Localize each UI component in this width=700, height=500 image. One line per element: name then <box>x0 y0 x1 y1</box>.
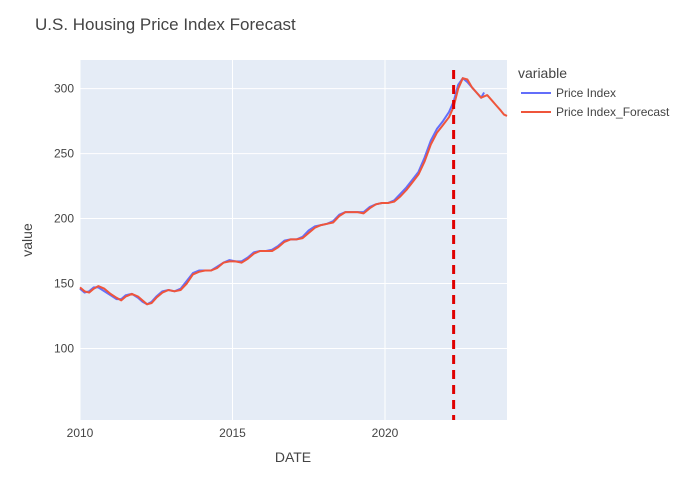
series-line <box>79 77 508 306</box>
y-axis-title: value <box>19 223 35 257</box>
series-lines <box>79 77 508 306</box>
y-tick-label: 150 <box>54 277 74 291</box>
y-tick-label: 300 <box>54 82 74 96</box>
x-axis-title: DATE <box>275 449 311 465</box>
legend-item: Price Index_Forecast <box>556 105 670 119</box>
x-tick-label: 2010 <box>67 426 94 440</box>
y-axis-ticks: 100 150 200 250 300 <box>54 82 74 356</box>
chart-title: U.S. Housing Price Index Forecast <box>35 15 296 34</box>
y-tick-label: 100 <box>54 342 74 356</box>
x-tick-label: 2020 <box>372 426 399 440</box>
y-tick-label: 200 <box>54 212 74 226</box>
legend-title: variable <box>518 65 567 81</box>
legend-item: Price Index <box>556 86 616 100</box>
y-tick-label: 250 <box>54 147 74 161</box>
x-axis-ticks: 2010 2015 2020 <box>67 426 399 440</box>
legend: variable Price Index Price Index_Forecast <box>518 65 670 119</box>
x-tick-label: 2015 <box>219 426 246 440</box>
gridlines <box>79 60 507 420</box>
